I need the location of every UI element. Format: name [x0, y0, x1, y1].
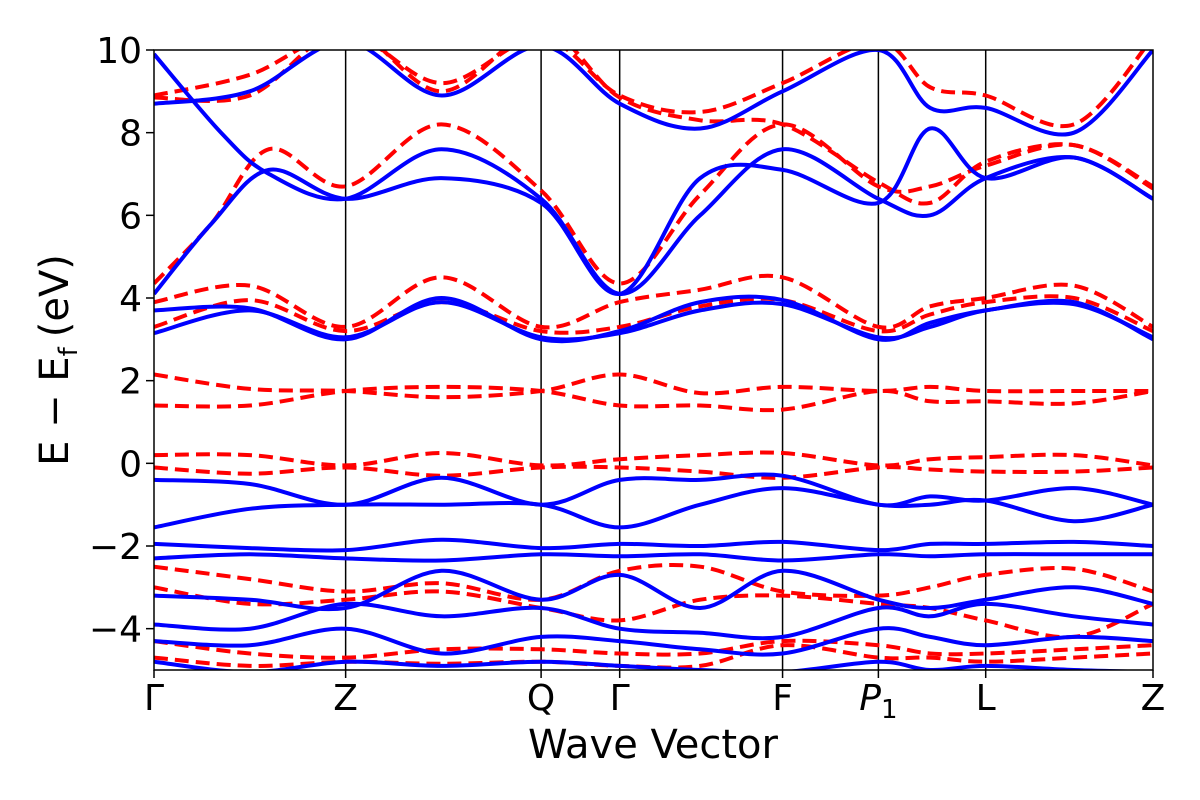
spin-up-band — [154, 50, 1153, 137]
spin-down-band — [154, 638, 1153, 660]
spin-up-band — [154, 626, 1153, 657]
x-tick-label: F — [772, 678, 793, 719]
spin-up-band — [154, 552, 1153, 563]
spin-up-band — [154, 537, 1153, 553]
y-tick-label: 10 — [96, 31, 142, 72]
y-axis-label-subscript: f — [54, 346, 84, 356]
spin-up-band — [154, 568, 1153, 612]
y-axis-ticks: −4 −2 0 2 4 6 8 10 — [89, 31, 154, 651]
spin-up-band — [154, 486, 1153, 530]
y-tick-label: 0 — [119, 444, 142, 485]
x-tick-label: Z — [333, 678, 358, 719]
x-tick-label: Z — [1141, 678, 1166, 719]
y-tick-label: 6 — [119, 196, 142, 237]
spin-down-band — [154, 384, 1153, 413]
spin-up-band — [154, 126, 1153, 296]
y-axis-label-unit: (eV) — [32, 254, 78, 337]
x-tick-label: Q — [527, 678, 555, 719]
spin-down-band — [154, 50, 1153, 206]
y-tick-label: 4 — [119, 279, 142, 320]
x-axis-ticks: Γ Z Q Γ F P1 L Z — [144, 670, 1165, 725]
plot-frame — [153, 49, 1154, 671]
y-tick-label: −4 — [89, 610, 142, 651]
y-axis-label-main: E − E — [32, 356, 78, 466]
y-tick-label: −2 — [89, 527, 142, 568]
spin-down-band — [154, 563, 1153, 602]
x-tick-label: Γ — [610, 678, 630, 719]
spin-down-band — [154, 450, 1153, 468]
y-tick-label: 8 — [119, 114, 142, 155]
plot-background — [154, 50, 1153, 670]
x-axis-label: Wave Vector — [528, 722, 779, 768]
spin-down-band — [154, 585, 1153, 640]
x-tick-label: L — [976, 678, 996, 719]
spin-down-band — [154, 464, 1153, 480]
spin-up-band — [154, 601, 1153, 641]
spin-down-band — [154, 122, 1153, 286]
spin-up-band — [154, 52, 1153, 296]
y-tick-label: 2 — [119, 362, 142, 403]
spin-down-band — [154, 294, 1153, 335]
x-tick-label: P1 — [859, 678, 897, 725]
spin-down-band — [154, 273, 1153, 330]
kpoint-divider-lines — [344, 50, 987, 670]
x-tick-label: Γ — [144, 678, 164, 719]
spin-down-band — [154, 50, 1146, 129]
y-axis-label: E − Ef (eV) — [32, 254, 84, 466]
spin-up-band — [154, 300, 1153, 342]
